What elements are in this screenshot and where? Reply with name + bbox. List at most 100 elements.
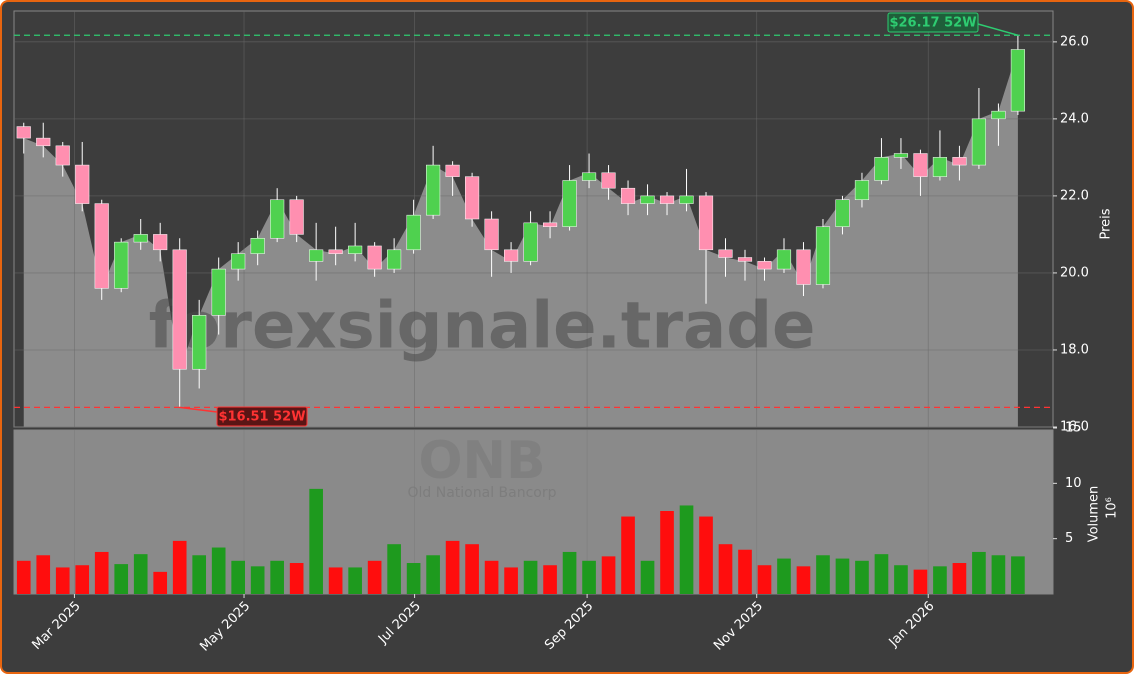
company-watermark: Old National Bancorp	[408, 485, 557, 501]
volume-bar	[523, 560, 538, 594]
candle-body	[620, 187, 636, 204]
annotation-label: $16.51 52W	[218, 410, 305, 425]
x-tick-label: Jan 2026	[886, 599, 938, 651]
candle-body	[718, 249, 733, 258]
y2-unit-label: 10⁶	[1105, 497, 1120, 519]
y-tick-label: 22.0	[1060, 188, 1089, 203]
volume-bar	[777, 558, 791, 594]
candle-body	[562, 180, 577, 227]
volume-bar	[192, 555, 207, 594]
volume-bar	[465, 544, 479, 594]
y-tick-label: 18.0	[1060, 342, 1089, 357]
candle-body	[465, 176, 480, 220]
candle-body	[250, 238, 265, 254]
candle-body	[348, 245, 363, 254]
candle-body	[36, 137, 51, 147]
volume-bar	[562, 551, 577, 594]
candle-body	[659, 195, 675, 204]
candle-body	[796, 249, 811, 285]
candle-body	[445, 164, 460, 177]
volume-bar	[211, 547, 226, 594]
volume-bar	[16, 560, 31, 594]
volume-bar	[172, 540, 187, 594]
candle-body	[776, 249, 792, 270]
candle-body	[192, 315, 207, 370]
candle-body	[16, 126, 31, 139]
volume-bar	[933, 566, 947, 594]
candle-body	[640, 195, 655, 204]
candle-body	[133, 234, 148, 243]
y-tick-label: 26.0	[1060, 34, 1089, 49]
candle-body	[737, 257, 753, 262]
candle-body	[114, 241, 129, 289]
volume-bar	[835, 558, 850, 594]
x-tick-label: Nov 2025	[711, 599, 766, 654]
volume-bar	[913, 569, 928, 594]
candle-body	[854, 180, 870, 200]
candle-body	[406, 214, 421, 251]
candle-body	[289, 199, 304, 235]
candle-body	[601, 172, 616, 189]
watermark: forexsignale.trade	[149, 290, 816, 364]
volume-bar	[679, 505, 694, 594]
volume-bar	[55, 567, 70, 594]
x-tick-label: Sep 2025	[542, 599, 596, 653]
volume-bar	[387, 544, 401, 594]
candle-body	[1010, 49, 1025, 112]
y2-tick-label: 15	[1065, 421, 1082, 436]
y2-tick-label: 10	[1065, 476, 1082, 491]
candle-body	[484, 218, 499, 251]
ticker-watermark: ONB	[418, 431, 545, 491]
x-tick-label: May 2025	[197, 599, 253, 655]
candle-body	[581, 172, 597, 181]
candle-body	[328, 249, 343, 254]
volume-bar	[757, 565, 772, 594]
x-tick-label: Mar 2025	[29, 599, 83, 653]
volume-bar	[484, 560, 499, 594]
volume-bar	[952, 563, 967, 594]
candle-body	[523, 222, 538, 262]
volume-bar	[699, 516, 713, 594]
volume-bar	[660, 511, 674, 594]
volume-bar	[153, 571, 168, 594]
volume-bar	[133, 554, 148, 594]
volume-bar	[250, 566, 265, 594]
volume-bar	[270, 560, 284, 594]
candle-body	[94, 203, 109, 289]
volume-bar	[738, 549, 752, 594]
volume-bar	[504, 567, 518, 594]
volume-bar	[367, 560, 382, 594]
candle-body	[504, 249, 519, 262]
candle-body	[172, 249, 187, 370]
candle-body	[75, 164, 90, 204]
volume-bar	[640, 560, 655, 594]
candle-body	[932, 157, 948, 177]
candle-body	[55, 145, 70, 166]
candle-body	[971, 118, 986, 166]
volume-bar	[543, 565, 557, 594]
candle-body	[309, 249, 324, 262]
volume-bar	[328, 567, 343, 594]
volume-bar	[445, 540, 460, 594]
candle-body	[913, 153, 928, 177]
candle-body	[952, 157, 967, 166]
volume-bar	[874, 554, 889, 594]
volume-bar	[1011, 556, 1025, 594]
candle-body	[542, 222, 558, 227]
candle-body	[270, 199, 285, 239]
candle-body	[426, 164, 441, 216]
volume-bar	[94, 551, 109, 594]
annotation-arrow	[977, 23, 1019, 36]
volume-bar	[855, 560, 869, 594]
y-tick-label: 16.0	[1060, 420, 1089, 435]
annotation-box	[887, 12, 979, 33]
annotation-arrow	[179, 406, 218, 413]
y-tick-label: 24.0	[1060, 111, 1089, 126]
volume-bar	[75, 565, 90, 594]
volume-bar	[582, 560, 596, 594]
candle-body	[679, 195, 694, 204]
volume-bar	[426, 555, 440, 594]
candle-body	[835, 199, 850, 227]
